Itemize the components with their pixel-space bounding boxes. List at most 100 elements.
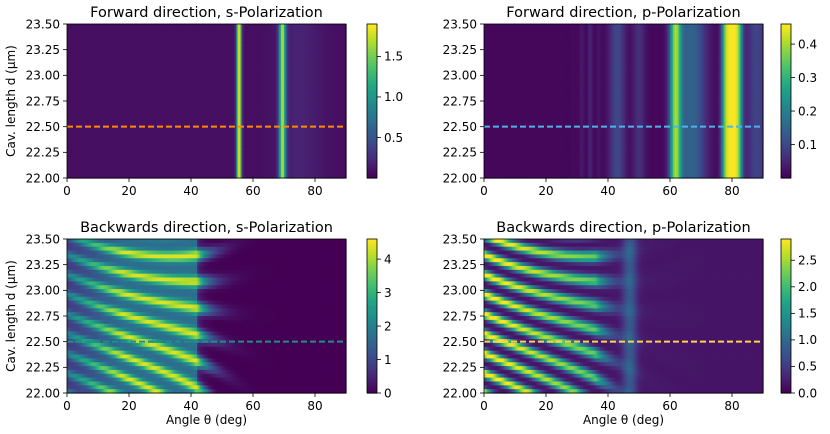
heatmap-cell xyxy=(141,154,144,160)
heatmap-cell xyxy=(110,166,113,171)
heatmap-cell xyxy=(88,151,91,156)
heatmap-cell xyxy=(74,35,77,40)
heatmap-cell xyxy=(172,143,175,148)
heatmap-cell xyxy=(101,58,104,64)
heatmap-cell xyxy=(149,139,152,144)
heatmap-cell xyxy=(175,74,178,79)
heatmap-cell xyxy=(98,170,101,175)
heatmap-cell xyxy=(133,93,136,98)
heatmap-cell xyxy=(125,81,129,87)
heatmap-cell xyxy=(146,154,149,160)
heatmap-cell xyxy=(108,70,111,75)
heatmap-cell xyxy=(67,170,70,175)
heatmap-cell xyxy=(142,39,146,44)
heatmap-cell xyxy=(111,66,115,71)
heatmap-cell xyxy=(116,108,119,114)
heatmap-cell xyxy=(93,70,96,75)
heatmap-cell xyxy=(141,158,144,164)
heatmap-cell xyxy=(147,162,150,168)
heatmap-cell xyxy=(146,35,149,40)
heatmap-cell xyxy=(132,77,135,83)
heatmap-cell xyxy=(164,143,167,148)
heatmap-cell xyxy=(163,85,166,91)
heatmap-cell xyxy=(138,50,141,56)
heatmap-cell xyxy=(98,74,101,79)
heatmap-cell xyxy=(147,77,150,83)
heatmap-cell xyxy=(166,108,169,114)
heatmap-cell xyxy=(110,151,113,156)
heatmap-cell xyxy=(82,89,85,94)
heatmap-cell xyxy=(82,74,85,79)
heatmap-cell xyxy=(139,174,142,179)
heatmap-cell xyxy=(124,101,127,106)
heatmap-cell xyxy=(156,24,160,29)
heatmap-cell xyxy=(167,54,170,60)
heatmap-cell xyxy=(170,101,173,106)
heatmap-cell xyxy=(136,158,139,164)
heatmap-cell xyxy=(170,31,173,37)
heatmap-cell xyxy=(88,50,91,56)
heatmap-cell xyxy=(102,77,105,83)
heatmap-cell xyxy=(155,104,158,110)
heatmap-cell xyxy=(139,170,142,175)
heatmap-cell xyxy=(118,62,121,67)
heatmap-cell xyxy=(122,62,125,67)
heatmap-cell xyxy=(96,74,99,79)
heatmap-cell xyxy=(88,104,91,110)
heatmap-cell xyxy=(96,127,99,133)
heatmap-cell xyxy=(167,62,170,67)
heatmap-cell xyxy=(105,66,108,71)
heatmap-cell xyxy=(169,162,172,168)
heatmap-cell xyxy=(144,101,147,106)
heatmap-cell xyxy=(99,147,102,152)
heatmap-cell xyxy=(144,43,147,48)
heatmap-cell xyxy=(164,35,167,40)
heatmap-cell xyxy=(115,81,118,87)
heatmap-cell xyxy=(119,93,122,98)
heatmap-cell xyxy=(142,116,146,121)
heatmap-cell xyxy=(67,97,70,102)
heatmap-cell xyxy=(111,143,115,148)
heatmap-cell xyxy=(166,158,169,164)
heatmap-cell xyxy=(147,170,150,175)
heatmap-cell xyxy=(91,135,94,141)
heatmap-cell xyxy=(118,89,121,94)
heatmap-cell xyxy=(125,131,129,137)
heatmap-cell xyxy=(155,43,158,48)
heatmap-cell xyxy=(153,124,156,129)
heatmap-cell xyxy=(88,116,91,121)
heatmap-cell xyxy=(82,154,85,160)
heatmap-cell xyxy=(163,166,166,171)
heatmap-cell xyxy=(138,81,141,87)
heatmap-cell xyxy=(142,154,146,160)
heatmap-cell xyxy=(111,170,115,175)
heatmap-cell xyxy=(110,54,113,60)
heatmap-cell xyxy=(130,85,133,91)
heatmap-cell xyxy=(172,120,175,125)
heatmap-cell xyxy=(141,97,144,102)
heatmap-cell xyxy=(155,54,158,60)
heatmap-cell xyxy=(167,135,170,141)
heatmap-cell xyxy=(79,147,82,152)
heatmap-cell xyxy=(68,112,71,117)
heatmap-cell xyxy=(139,43,142,48)
heatmap-cell xyxy=(138,24,141,29)
heatmap-cell xyxy=(71,143,74,148)
heatmap-cell xyxy=(173,131,177,137)
heatmap-cell xyxy=(93,81,96,87)
heatmap-cell xyxy=(146,104,149,110)
heatmap-cell xyxy=(153,112,156,117)
heatmap-cell xyxy=(169,47,172,52)
heatmap-cell xyxy=(77,97,80,102)
heatmap-cell xyxy=(90,139,93,144)
heatmap-cell xyxy=(116,147,119,152)
heatmap-cell xyxy=(67,158,70,164)
heatmap-cell xyxy=(155,116,158,121)
heatmap-cell xyxy=(113,62,116,67)
heatmap-cell xyxy=(80,120,84,125)
heatmap-cell xyxy=(141,35,144,40)
heatmap-cell xyxy=(155,124,158,129)
heatmap-cell xyxy=(111,101,115,106)
heatmap-cell xyxy=(110,112,113,117)
heatmap-cell xyxy=(77,162,80,168)
